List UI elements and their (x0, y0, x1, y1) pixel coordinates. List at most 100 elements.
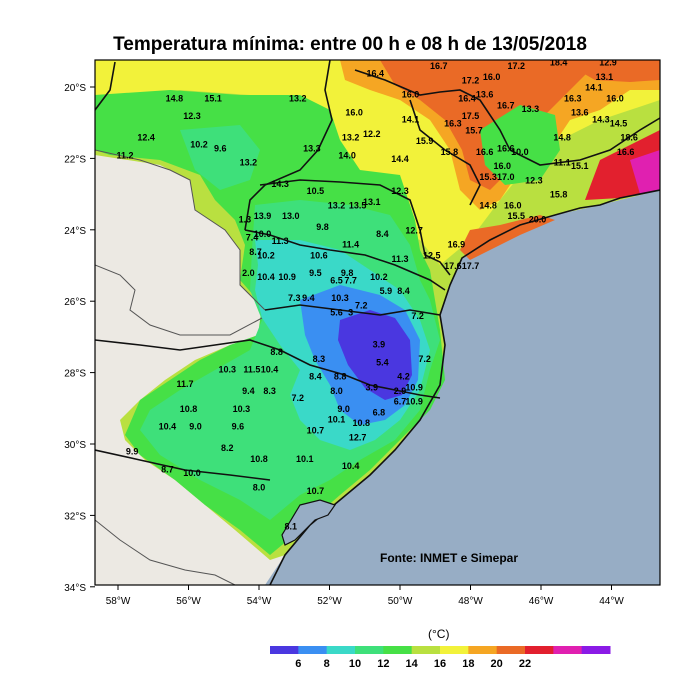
station-value: 13.3 (303, 143, 321, 153)
temperature-field (95, 60, 660, 560)
station-value: 10.1 (328, 415, 346, 425)
station-value: 10.3 (219, 365, 237, 375)
station-value: 8.3 (263, 386, 276, 396)
station-value: 10.8 (180, 404, 198, 414)
station-value: 1.3 (239, 215, 252, 225)
station-value: 17.6 (444, 261, 462, 271)
station-value: 7.3 (288, 293, 301, 303)
station-value: 16.0 (345, 108, 363, 118)
station-value: 7.2 (418, 354, 431, 364)
station-value: 8.8 (334, 372, 347, 382)
station-value: 16.0 (504, 200, 522, 210)
station-value: 10.4 (257, 272, 275, 282)
station-value: 16.0 (493, 161, 511, 171)
map-title: Temperatura mínima: entre 00 h e 08 h de… (113, 34, 587, 55)
station-value: 14.8 (553, 133, 571, 143)
station-value: 10.9 (405, 382, 423, 392)
station-value: 20.0 (529, 215, 547, 225)
colorbar-tick-label: 18 (462, 658, 474, 670)
station-value: 18.6 (620, 133, 638, 143)
colorbar-tick-label: 6 (295, 658, 301, 670)
station-value: 16.0 (606, 93, 624, 103)
state-borders (95, 60, 660, 481)
colorbar-tick-label: 16 (434, 658, 446, 670)
station-value: 9.4 (302, 293, 315, 303)
station-value: 8.4 (376, 229, 389, 239)
station-value: 12.3 (525, 175, 543, 185)
station-value: 12.3 (391, 186, 409, 196)
station-value: 4.2 (397, 372, 410, 382)
station-value: 16.6 (617, 147, 635, 157)
station-value: 14.0 (338, 150, 356, 160)
station-value: 3.9 (366, 382, 379, 392)
colorbar-swatch (270, 646, 299, 654)
station-value: 17.7 (462, 261, 480, 271)
lat-tick-label: 32°S (64, 511, 86, 522)
station-value: 2.9 (394, 386, 407, 396)
station-value: 8.2 (221, 443, 234, 453)
station-value: 16.0 (402, 90, 420, 100)
colorbar-swatch (411, 646, 441, 654)
station-value: 3.9 (373, 340, 386, 350)
station-value: 16.3 (444, 118, 462, 128)
station-value: 8.7 (249, 247, 262, 257)
lagoon-shore (281, 499, 336, 546)
ocean (265, 190, 660, 585)
lat-tick-label: 34°S (64, 583, 86, 594)
station-value: 8.4 (309, 372, 322, 382)
station-value: 6.7 (394, 397, 407, 407)
station-value: 7.2 (411, 311, 424, 321)
station-value: 13.1 (363, 197, 381, 207)
lon-tick-label: 48°W (458, 596, 483, 607)
station-value: 14.5 (610, 118, 628, 128)
station-value: 11.3 (272, 236, 289, 246)
station-value: 13.2 (289, 93, 307, 103)
station-value: 9.5 (309, 268, 322, 278)
colorbar-tick-label: 10 (349, 658, 361, 670)
station-value: 8.8 (270, 347, 283, 357)
station-value: 9.8 (316, 222, 329, 232)
colorbar: (°C) 6 8 10 12 14 16 18 20 22 (270, 627, 611, 670)
lat-tick-label: 22°S (64, 154, 86, 165)
station-value: 10.5 (307, 186, 325, 196)
station-value: 14.1 (585, 83, 603, 93)
station-value: 16.4 (367, 68, 385, 78)
station-value: 17.5 (462, 111, 480, 121)
lon-tick-label: 52°W (317, 596, 342, 607)
station-value: 10.9 (278, 272, 296, 282)
station-value: 7.4 (246, 233, 259, 243)
station-value: 8.7 (161, 465, 174, 475)
station-value: 10.7 (307, 486, 325, 496)
station-value: 9.4 (242, 386, 255, 396)
station-value: 10.2 (190, 140, 208, 150)
colorbar-swatch (298, 646, 328, 654)
station-value: 14.8 (166, 93, 184, 103)
station-value: 12.4 (137, 133, 155, 143)
lon-tick-label: 56°W (176, 596, 201, 607)
station-value: 13.2 (342, 133, 360, 143)
colorbar-tick-label: 12 (377, 658, 389, 670)
station-value: 11.5 (243, 365, 260, 375)
colorbar-swatch (440, 646, 469, 654)
station-value: 7.2 (292, 393, 305, 403)
station-value: 10.0 (511, 147, 529, 157)
colorbar-swatch (553, 646, 583, 654)
station-value: 13.2 (328, 200, 346, 210)
station-value: 15.1 (571, 161, 589, 171)
colorbar-tick-label: 20 (491, 658, 503, 670)
station-value: 15.5 (508, 211, 526, 221)
colorbar-tick-label: 14 (406, 658, 419, 670)
station-value: 10.4 (342, 461, 360, 471)
station-value: 16.9 (448, 240, 466, 250)
lat-tick-label: 30°S (64, 440, 86, 451)
lon-tick-label: 50°W (388, 596, 413, 607)
station-value: 7.2 (355, 300, 368, 310)
colorbar-swatch (581, 646, 611, 654)
station-value: 8.4 (397, 286, 410, 296)
station-value: 3 (348, 307, 353, 317)
station-value: 10.7 (307, 425, 325, 435)
station-value: 17.0 (497, 172, 515, 182)
station-value: 2.0 (242, 268, 255, 278)
map-axes: 58°W 56°W 54°W 52°W 50°W 48°W 46°W 44°W 20°S 22°S… (64, 83, 624, 607)
station-value: 8.1 (284, 522, 297, 532)
